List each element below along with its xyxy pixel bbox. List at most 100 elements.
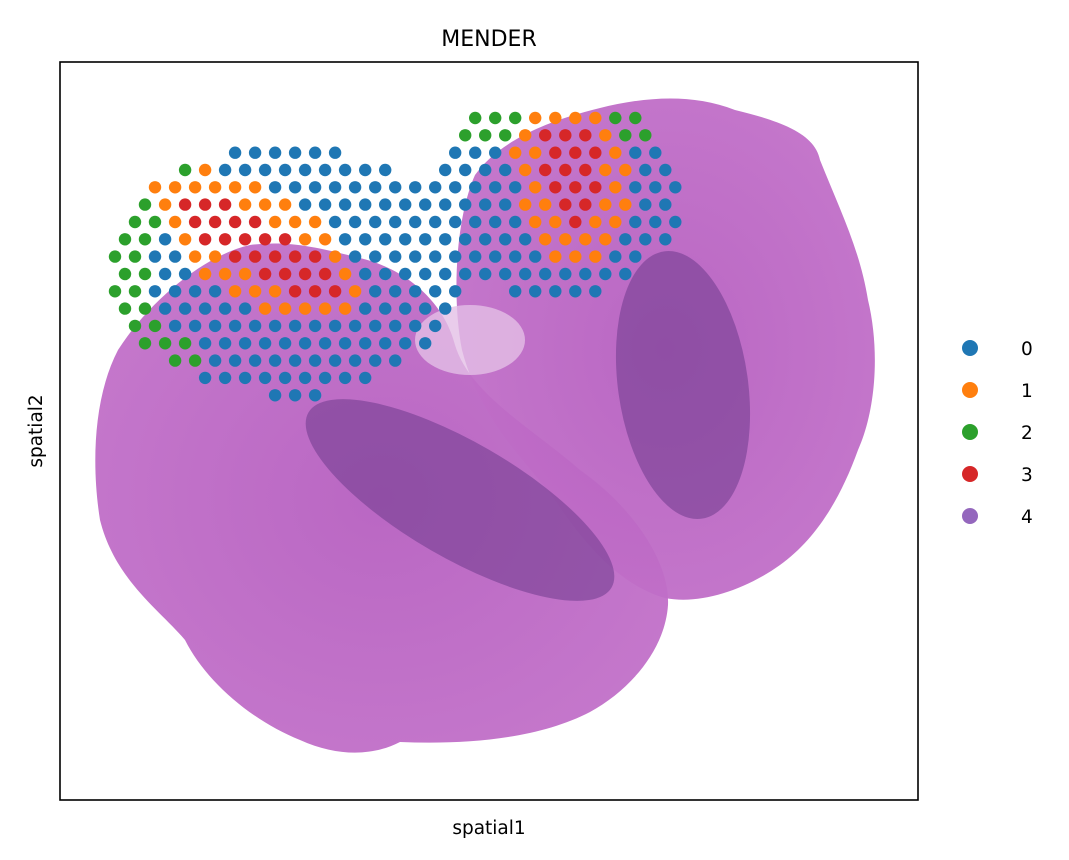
spot-cluster-2: [479, 129, 492, 142]
spot-cluster-0: [439, 163, 452, 177]
spot-cluster-0: [208, 319, 222, 333]
spot-cluster-0: [178, 267, 192, 281]
spot-cluster-3: [298, 267, 312, 281]
spot-cluster-0: [248, 354, 262, 367]
spot-cluster-0: [369, 354, 382, 367]
spot-cluster-0: [429, 181, 442, 194]
spot-cluster-0: [268, 319, 282, 333]
spot-cluster-0: [348, 250, 362, 263]
spot-cluster-0: [369, 285, 382, 298]
spot-cluster-0: [489, 181, 502, 194]
spot-cluster-0: [589, 285, 602, 298]
spot-cluster-0: [369, 250, 382, 263]
spot-cluster-0: [338, 163, 352, 177]
spot-cluster-1: [288, 215, 302, 229]
spot-cluster-0: [178, 302, 192, 315]
spot-cluster-0: [409, 319, 422, 333]
spot-layer: [108, 111, 682, 402]
spot-cluster-2: [148, 319, 162, 333]
spot-cluster-0: [288, 146, 302, 159]
spot-cluster-2: [178, 163, 192, 177]
spot-cluster-0: [629, 215, 642, 229]
spot-cluster-2: [138, 198, 152, 211]
spot-cluster-0: [449, 250, 462, 263]
spot-cluster-0: [369, 319, 382, 333]
spot-cluster-1: [539, 198, 552, 211]
spot-cluster-1: [549, 250, 562, 263]
spot-cluster-2: [118, 233, 132, 246]
spot-cluster-0: [629, 250, 642, 263]
spot-cluster-0: [499, 198, 512, 211]
spot-cluster-0: [338, 198, 352, 211]
spot-cluster-1: [348, 285, 362, 298]
spot-cluster-3: [248, 215, 262, 229]
spot-cluster-0: [419, 337, 432, 350]
x-axis-label: spatial1: [452, 818, 525, 839]
spot-cluster-0: [338, 337, 352, 350]
spot-cluster-3: [569, 215, 582, 229]
spot-cluster-2: [138, 267, 152, 281]
tissue-pale-region: [415, 305, 525, 375]
spot-cluster-0: [409, 215, 422, 229]
spot-cluster-2: [469, 111, 482, 125]
spot-cluster-0: [158, 302, 172, 315]
spot-cluster-0: [318, 198, 332, 211]
spot-cluster-1: [168, 215, 182, 229]
spot-cluster-1: [268, 215, 282, 229]
spot-cluster-0: [489, 146, 502, 159]
spot-cluster-3: [569, 146, 582, 159]
spot-cluster-1: [619, 198, 632, 211]
spot-cluster-1: [579, 233, 592, 246]
spot-cluster-3: [228, 250, 242, 263]
spot-cluster-2: [609, 111, 622, 125]
spot-cluster-3: [288, 285, 302, 298]
spot-cluster-0: [379, 233, 392, 246]
spot-cluster-1: [609, 215, 622, 229]
spot-cluster-0: [348, 354, 362, 367]
spot-cluster-0: [308, 354, 322, 367]
spot-cluster-0: [359, 233, 372, 246]
spot-cluster-1: [569, 250, 582, 263]
spot-cluster-0: [389, 181, 402, 194]
spot-cluster-0: [328, 146, 342, 159]
spot-cluster-1: [549, 215, 562, 229]
spot-cluster-0: [389, 285, 402, 298]
spot-cluster-0: [559, 267, 572, 281]
spot-cluster-0: [619, 233, 632, 246]
spot-cluster-0: [268, 181, 282, 194]
spot-cluster-3: [589, 181, 602, 194]
spot-cluster-0: [439, 302, 452, 315]
spot-cluster-0: [399, 233, 412, 246]
spot-cluster-0: [499, 267, 512, 281]
spot-cluster-1: [298, 233, 312, 246]
spot-cluster-0: [308, 146, 322, 159]
spot-cluster-0: [389, 250, 402, 263]
spot-cluster-1: [188, 181, 202, 194]
spot-cluster-1: [268, 285, 282, 298]
spot-cluster-1: [218, 267, 232, 281]
spot-cluster-1: [599, 163, 612, 177]
spot-cluster-1: [589, 111, 602, 125]
spot-cluster-0: [549, 285, 562, 298]
spot-cluster-1: [238, 198, 252, 211]
spot-cluster-2: [138, 337, 152, 350]
spot-cluster-0: [328, 319, 342, 333]
spot-cluster-0: [348, 181, 362, 194]
tissue-dark-core-right: [615, 251, 751, 519]
spot-cluster-0: [369, 181, 382, 194]
spot-cluster-0: [389, 319, 402, 333]
spot-cluster-1: [599, 129, 612, 142]
spot-cluster-2: [118, 302, 132, 315]
spot-cluster-0: [379, 337, 392, 350]
spot-cluster-1: [338, 267, 352, 281]
spot-cluster-1: [519, 129, 532, 142]
spot-cluster-0: [359, 371, 372, 385]
spot-cluster-0: [318, 163, 332, 177]
spot-cluster-0: [359, 302, 372, 315]
spot-cluster-0: [198, 371, 212, 385]
spot-cluster-0: [409, 181, 422, 194]
spot-cluster-3: [278, 233, 292, 246]
spot-cluster-0: [419, 233, 432, 246]
legend-label-0: 0: [1021, 339, 1033, 360]
spot-cluster-0: [288, 354, 302, 367]
